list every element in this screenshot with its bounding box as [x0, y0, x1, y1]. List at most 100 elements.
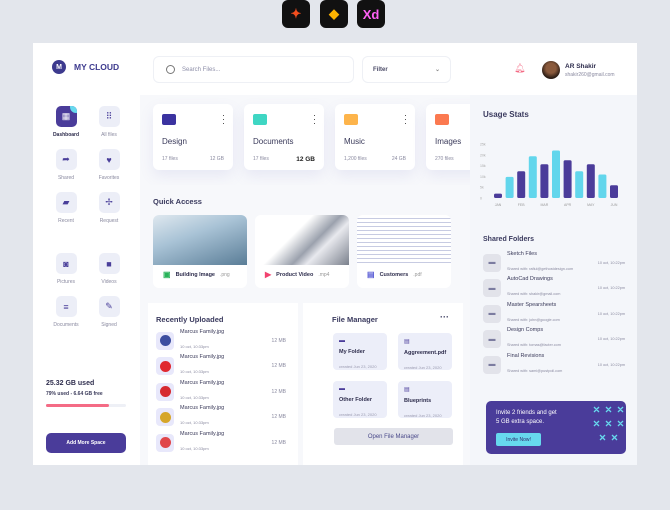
grid-icon: ⠿ [98, 106, 120, 127]
pattern-decoration [593, 406, 624, 441]
file-date: 10 oct, 10:33pm [180, 369, 209, 375]
bar [575, 171, 584, 198]
file-manager-title: File Manager [332, 315, 378, 324]
bar [505, 176, 514, 198]
bar [528, 156, 537, 198]
bar [598, 174, 607, 198]
shared-folder-item[interactable]: ▬ AutoCad Drawings Shared with: shakir@gma… [483, 276, 625, 302]
chevron-down-icon: ⌄ [434, 67, 440, 73]
sidebar-item-all-files[interactable]: ⠿ All files [89, 106, 129, 138]
shared-with: Shared with: sami@pustpoll.com [507, 368, 563, 373]
avatar[interactable] [542, 61, 560, 79]
brand-name: MY CLOUD [74, 62, 120, 72]
list-item[interactable]: Marcus Family.jpg 10 oct, 10:33pm 12 MB [156, 379, 290, 405]
request-icon: ✢ [98, 192, 120, 213]
signed-icon: ✎ [98, 296, 120, 317]
sidebar-item-shared[interactable]: ➦ Shared [46, 149, 86, 181]
nav-label: All files [101, 132, 117, 138]
list-item[interactable]: Marcus Family.jpg 10 oct, 10:33pm 12 MB [156, 405, 290, 431]
nav-label: Request [99, 218, 119, 224]
list-item[interactable]: Marcus Family.jpg 10 oct, 10:33pm 12 MB [156, 354, 290, 380]
storage-bar-fill [46, 404, 110, 407]
y-tick-label: 5k [480, 186, 484, 190]
quick-access-item[interactable]: ▶ Product Video .mp4 [255, 215, 349, 288]
folder-name: AutoCad Drawings [507, 276, 553, 283]
folder-name: Music [344, 137, 365, 146]
shared-folder-item[interactable]: ▬ Sketch Files Shared with: rafiul@gethost… [483, 250, 625, 276]
file-thumbnail [156, 357, 174, 376]
sidebar-item-videos[interactable]: ■ Videos [89, 253, 129, 285]
folder-card-music[interactable]: · · · Music 1,200 files 24 GB [335, 104, 415, 170]
nav-label: Favorites [98, 175, 120, 181]
folder-card-documents[interactable]: · · · Documents 17 files 12 GB [244, 104, 324, 170]
bell-icon[interactable]: 🔔︎ [514, 63, 526, 73]
item-date: created Jun 23, 2020 [404, 365, 442, 370]
shared-date: 10 oct, 10:22pm [597, 311, 625, 316]
recent-title: Recently Uploaded [156, 315, 224, 324]
folder-name: Design [162, 137, 187, 146]
sidebar-item-favorites[interactable]: ♥ Favorites [89, 149, 129, 181]
folder-icon: ▬ [339, 386, 345, 392]
more-icon[interactable]: ··· [440, 312, 449, 322]
file-name: Customers [379, 271, 409, 278]
invite-now-button[interactable]: Invite Now! [496, 433, 541, 446]
shared-folder-icon: ▬ [483, 355, 501, 374]
file-date: 10 oct, 10:33pm [180, 420, 209, 426]
item-date: created Jun 23, 2020 [339, 364, 377, 369]
sidebar-item-recent[interactable]: ▰ Recent [46, 192, 86, 224]
sidebar-item-documents[interactable]: ≡ Documents [46, 296, 86, 328]
header: Search Files... Filter ⌄ 🔔︎ AR Shakir sha… [140, 43, 637, 95]
file-thumbnail [156, 408, 174, 427]
shared-with: Shared with: tomas@facter.com [507, 343, 561, 348]
sidebar-item-request[interactable]: ✢ Request [89, 192, 129, 224]
shared-folder-icon: ▬ [483, 330, 501, 349]
list-item[interactable]: Marcus Family.jpg 10 oct, 10:33pm 12 MB [156, 328, 290, 354]
file-manager-item[interactable]: ▤ Blueprints created Jun 23, 2020 [398, 381, 452, 418]
file-name: Product Video [276, 271, 314, 278]
folder-file-count: 17 files [253, 156, 269, 162]
sidebar: M MY CLOUD ▦ Dashboard ⠿ All files ➦ Shared ♥ Fa… [33, 43, 140, 465]
shared-folder-item[interactable]: ▬ Master Spearsheets Shared with: john@goo… [483, 301, 625, 327]
file-manager-panel: File Manager ··· ▬ My Folder created Jun 2… [303, 303, 463, 465]
search-input[interactable]: Search Files... [153, 56, 354, 83]
folder-icon [162, 114, 176, 125]
quick-access-item[interactable]: ▤ Customers .pdf [357, 215, 451, 288]
file-manager-item[interactable]: ▬ My Folder created Jun 23, 2020 [333, 333, 387, 370]
heart-icon: ♥ [98, 149, 120, 170]
more-vertical-icon[interactable]: · · · [404, 110, 407, 128]
y-tick-label: 0 [480, 197, 482, 201]
shared-folder-icon: ▬ [483, 279, 501, 298]
item-name: My Folder [339, 349, 365, 355]
add-more-space-button[interactable]: Add More Space [46, 433, 126, 453]
open-file-manager-button[interactable]: Open File Manager [334, 428, 453, 445]
sidebar-item-signed[interactable]: ✎ Signed [89, 296, 129, 328]
file-manager-item[interactable]: ▬ Other Folder created Jun 23, 2020 [333, 381, 387, 418]
folder-icon [344, 114, 358, 125]
list-item[interactable]: Marcus Family.jpg 10 oct, 10:33pm 12 MB [156, 430, 290, 456]
bar [517, 171, 526, 198]
folder-icon [253, 114, 267, 125]
dashboard-icon: ▦ [55, 106, 77, 127]
video-icon: ■ [98, 253, 120, 274]
file-icon: ▤ [404, 387, 410, 393]
shared-folder-item[interactable]: ▬ Design Comps Shared with: tomas@facter.c… [483, 327, 625, 353]
folders-row: · · · Design 17 files 12 GB · · · Documents 17 fil… [33, 95, 470, 185]
file-icon: ▤ [404, 339, 410, 345]
shared-folder-item[interactable]: ▬ Final Revisions Shared with: sami@pustpo… [483, 352, 625, 378]
more-vertical-icon[interactable]: · · · [222, 110, 225, 128]
search-placeholder: Search Files... [182, 66, 221, 73]
file-manager-item[interactable]: ▤ Aggreement.pdf created Jun 23, 2020 [398, 333, 452, 370]
quick-access-item[interactable]: ▣ Building Image .png [153, 215, 247, 288]
file-ext: .pdf [413, 271, 422, 278]
bar [563, 160, 572, 198]
sidebar-item-dashboard[interactable]: ▦ Dashboard [46, 106, 86, 138]
shared-with: Shared with: john@google.com [507, 317, 560, 322]
filter-dropdown[interactable]: Filter ⌄ [362, 56, 451, 83]
folder-card-design[interactable]: · · · Design 17 files 12 GB [153, 104, 233, 170]
folder-icon [435, 114, 449, 125]
nav-label: Videos [101, 279, 117, 285]
more-vertical-icon[interactable]: · · · [313, 110, 316, 128]
file-name: Marcus Family.jpg [180, 379, 225, 386]
sidebar-item-pictures[interactable]: ◙ Pictures [46, 253, 86, 285]
